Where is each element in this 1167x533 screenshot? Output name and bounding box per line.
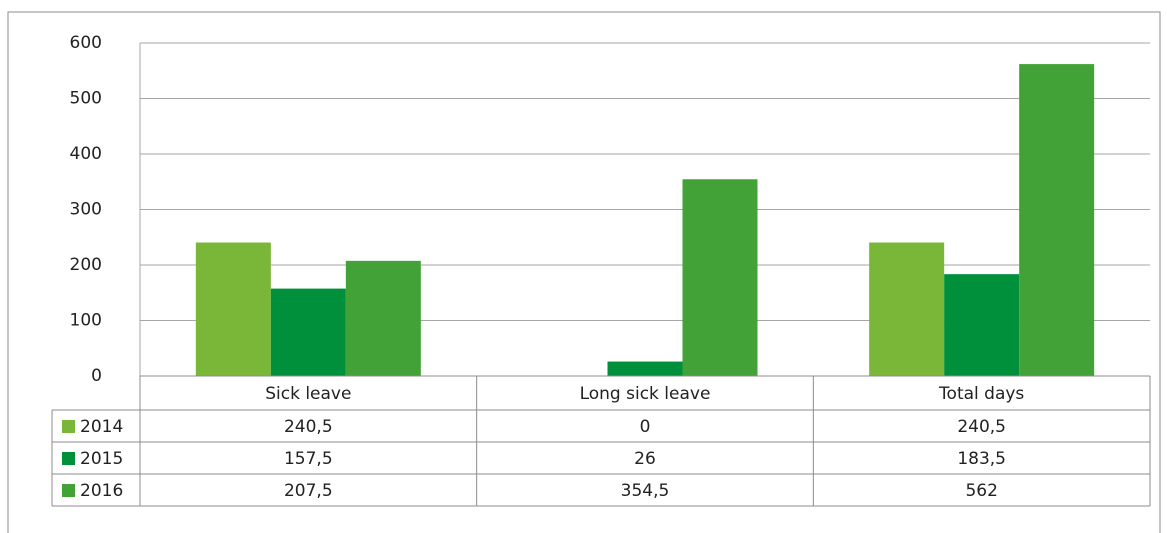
bar — [195, 242, 271, 376]
y-tick-label: 400 — [70, 144, 102, 164]
legend-label: 2016 — [80, 481, 123, 501]
y-tick-label: 200 — [70, 255, 102, 275]
x-tick-label: Long sick leave — [580, 384, 711, 404]
legend-swatch — [62, 484, 75, 497]
x-tick-label: Total days — [938, 384, 1024, 404]
value-label: 26 — [634, 449, 656, 469]
y-tick-label: 100 — [70, 311, 102, 331]
y-tick-label: 300 — [70, 200, 102, 220]
y-tick-label: 0 — [91, 366, 102, 386]
value-label: 562 — [965, 481, 997, 501]
legend-label: 2015 — [80, 449, 123, 469]
bar — [682, 179, 758, 376]
value-label: 240,5 — [284, 417, 333, 437]
y-tick-label: 600 — [70, 33, 102, 53]
y-tick-label: 500 — [70, 89, 102, 109]
x-tick-label: Sick leave — [265, 384, 351, 404]
legend-swatch — [62, 420, 75, 433]
value-label: 157,5 — [284, 449, 333, 469]
value-label: 0 — [640, 417, 651, 437]
legend-swatch — [62, 452, 75, 465]
value-label: 240,5 — [957, 417, 1006, 437]
bar — [270, 288, 346, 376]
value-label: 207,5 — [284, 481, 333, 501]
bar — [345, 260, 421, 376]
bar — [869, 242, 945, 376]
bar — [607, 361, 683, 376]
value-label: 354,5 — [621, 481, 670, 501]
chart-frame — [7, 11, 1161, 533]
value-label: 183,5 — [957, 449, 1006, 469]
bar — [1019, 64, 1095, 376]
bar — [944, 274, 1020, 376]
legend-label: 2014 — [80, 417, 123, 437]
